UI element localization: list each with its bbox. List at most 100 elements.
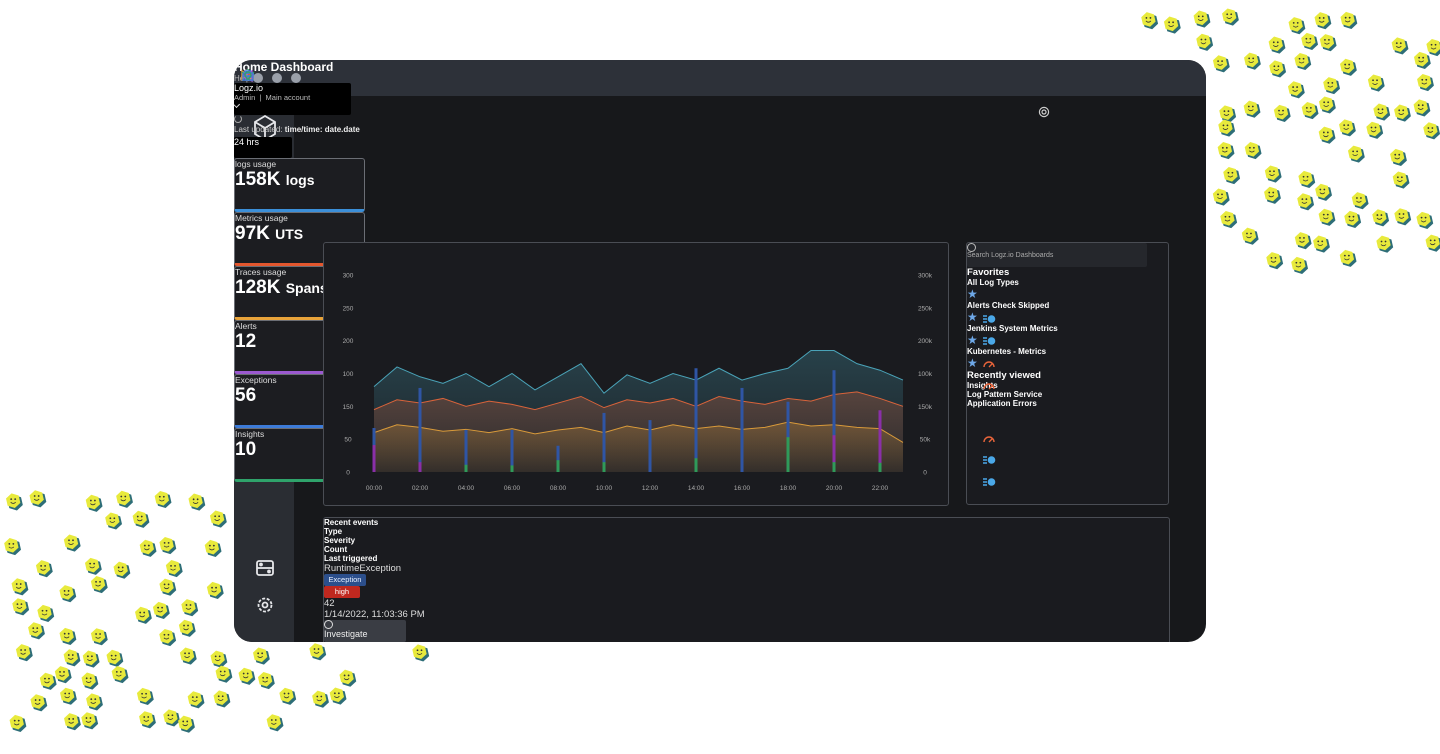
sticker-eye bbox=[316, 696, 318, 698]
favorite-star[interactable]: ★ bbox=[967, 333, 1168, 347]
sticker-eye bbox=[1202, 15, 1204, 17]
sticker-eye bbox=[1273, 41, 1275, 43]
sticker-eye bbox=[284, 693, 286, 695]
sticker-eye bbox=[116, 671, 118, 673]
favorite-star[interactable]: ★ bbox=[967, 287, 1168, 301]
sticker-eye bbox=[1421, 79, 1423, 81]
icon-part bbox=[1039, 107, 1048, 116]
time-range[interactable]: 24 hrs bbox=[234, 137, 292, 158]
sticker-eye bbox=[1327, 101, 1329, 103]
sticker-eye bbox=[1323, 132, 1325, 134]
sticker-eye bbox=[10, 498, 12, 500]
sticker-eye bbox=[94, 500, 96, 502]
sticker-eye bbox=[1323, 189, 1325, 191]
help-icon[interactable] bbox=[1038, 106, 1050, 118]
recent-link[interactable]: Application Errors bbox=[967, 399, 1168, 408]
sticker-eye bbox=[1376, 79, 1378, 81]
sticker-eye bbox=[68, 590, 70, 592]
bar bbox=[373, 445, 376, 472]
card-number: 97K bbox=[235, 223, 270, 244]
y-tick-label: 150 bbox=[343, 404, 354, 411]
x-tick-label: 22:00 bbox=[872, 485, 889, 492]
section-title: Recently viewed bbox=[967, 370, 1168, 381]
sticker-eye bbox=[168, 542, 170, 544]
x-tick-label: 04:00 bbox=[458, 485, 475, 492]
favorite-star[interactable]: ★ bbox=[967, 356, 1168, 370]
logs-icon bbox=[982, 312, 996, 326]
sticker-eye bbox=[213, 545, 215, 547]
event-count: 42 bbox=[324, 598, 1169, 609]
sticker-eye bbox=[36, 627, 38, 629]
sticker-eye bbox=[86, 677, 88, 679]
favorite-link[interactable]: Kubernetes - Metrics bbox=[967, 347, 1168, 356]
sticker-eye bbox=[109, 517, 111, 519]
sticker-eye bbox=[1331, 82, 1333, 84]
logs-icon bbox=[982, 475, 996, 489]
sticker-eye bbox=[247, 673, 249, 675]
type-badge: Exception bbox=[324, 574, 366, 586]
sticker-eye bbox=[348, 675, 350, 677]
sticker-eye bbox=[145, 693, 147, 695]
favorite-link[interactable]: Alerts Check Skipped bbox=[967, 301, 1168, 310]
sticker-eye bbox=[1221, 193, 1223, 195]
sticker-eye bbox=[262, 677, 264, 679]
insights-icon bbox=[241, 68, 255, 82]
icon-part bbox=[988, 456, 996, 464]
sticker-eye bbox=[1282, 110, 1284, 112]
icon-part bbox=[988, 315, 996, 323]
sticker-eye bbox=[42, 610, 44, 612]
sticker-eye bbox=[218, 695, 220, 697]
sticker-eye bbox=[1221, 60, 1223, 62]
search-box[interactable]: Search Logz.io Dashboards bbox=[967, 243, 1147, 267]
sticker-eye bbox=[1398, 109, 1400, 111]
sticker-eye bbox=[139, 612, 141, 614]
sticker-eye bbox=[1228, 110, 1230, 112]
icon-part bbox=[988, 478, 996, 486]
sticker-eye bbox=[186, 604, 188, 606]
column-header: Recent events bbox=[324, 518, 1169, 527]
sticker-eye bbox=[224, 671, 226, 673]
sticker-eye bbox=[1425, 217, 1427, 219]
sticker-eye bbox=[1418, 57, 1420, 59]
sticker-eye bbox=[38, 495, 40, 497]
sticker-eye bbox=[1382, 108, 1384, 110]
sticker-eye bbox=[1348, 255, 1350, 257]
button-label: Investigate bbox=[324, 629, 406, 639]
favorite-star[interactable]: ★ bbox=[967, 310, 1168, 324]
sticker-eye bbox=[89, 563, 91, 565]
metrics-icon bbox=[982, 378, 996, 392]
y-tick-label: 250 bbox=[343, 305, 354, 312]
bar bbox=[511, 465, 514, 472]
card-number: 12 bbox=[235, 331, 256, 352]
icon-part bbox=[242, 69, 254, 79]
sticker-eye bbox=[192, 696, 194, 698]
card-unit: Spans bbox=[286, 280, 328, 296]
y2-tick-label: 250k bbox=[918, 305, 933, 312]
sticker-eye bbox=[1345, 17, 1347, 19]
sticker-eye bbox=[164, 634, 166, 636]
sticker-eye bbox=[14, 720, 16, 722]
sticker-eye bbox=[64, 693, 66, 695]
column-header: Type bbox=[324, 527, 1169, 536]
sticker-eye bbox=[1375, 127, 1377, 129]
recent-link[interactable]: Insights bbox=[967, 381, 1168, 390]
bar bbox=[879, 463, 882, 472]
recent-link[interactable]: Log Pattern Service bbox=[967, 390, 1168, 399]
page-title: Home Dashboard bbox=[234, 60, 1206, 74]
sticker-eye bbox=[1427, 127, 1429, 129]
favorite-link[interactable]: Jenkins System Metrics bbox=[967, 324, 1168, 333]
investigate-button[interactable]: Investigate bbox=[324, 620, 406, 642]
sticker-eye bbox=[196, 696, 198, 698]
sticker-eye bbox=[1271, 257, 1273, 259]
sticker-eye bbox=[1248, 57, 1250, 59]
account-menu[interactable]: Logz.ioAdmin | Main account bbox=[234, 83, 351, 115]
sticker-eye bbox=[1348, 64, 1350, 66]
stat-card[interactable]: logs usage158K logs bbox=[234, 158, 365, 212]
sticker-eye bbox=[1328, 39, 1330, 41]
sticker-eye bbox=[1249, 147, 1251, 149]
sticker-eye bbox=[1277, 41, 1279, 43]
main-content: Home DashboardHelpLogz.ioAdmin | Main ac… bbox=[234, 60, 1206, 642]
favorite-link[interactable]: All Log Types bbox=[967, 278, 1168, 287]
x-tick-label: 06:00 bbox=[504, 485, 521, 492]
